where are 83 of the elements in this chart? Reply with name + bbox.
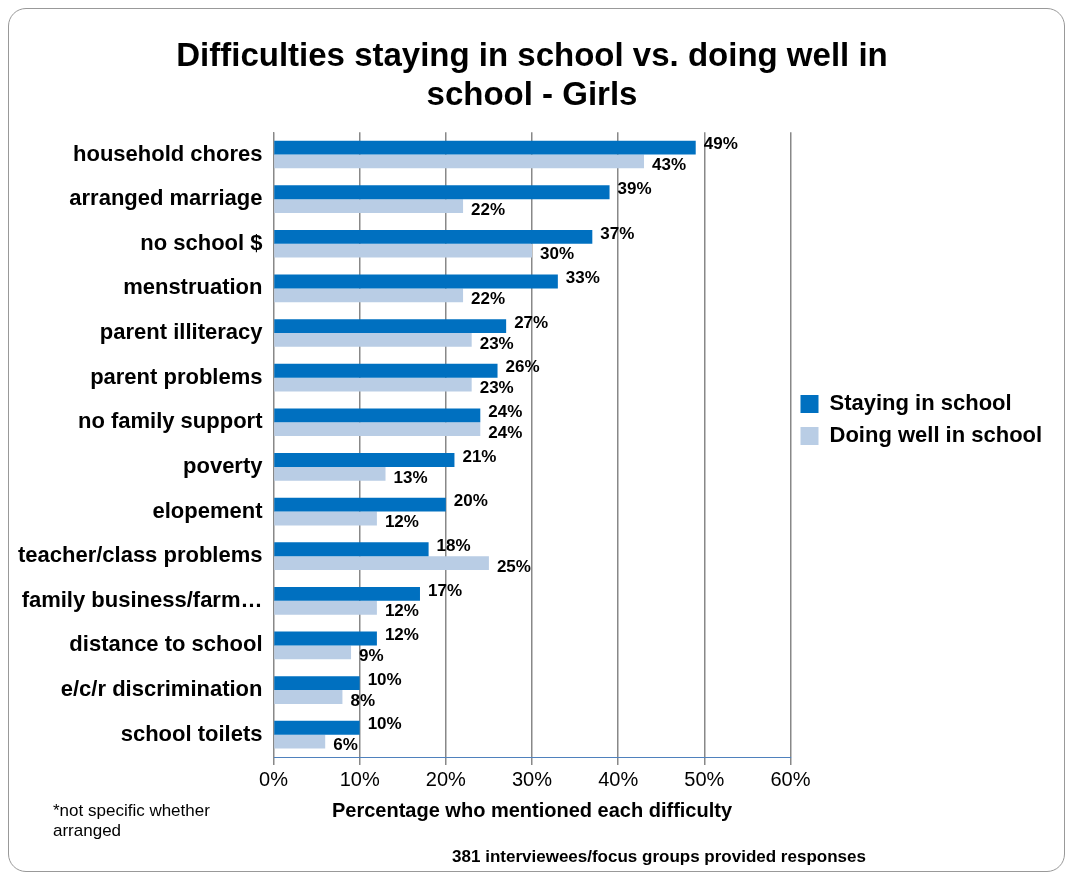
bar [274,497,446,512]
data-label: 23% [479,378,514,398]
legend-label: Doing well in school [829,422,1043,448]
data-label: 8% [350,690,376,710]
data-label: 12% [384,625,419,645]
bar [274,556,489,571]
data-label: 10% [367,714,402,734]
data-label: 17% [427,580,463,600]
bar [274,243,532,258]
y-tick-label: elopement [152,497,264,523]
bar [274,154,645,169]
data-label: 10% [367,669,402,689]
bar [274,319,507,334]
data-label: 9% [359,646,384,666]
y-tick-label: household chores [73,140,263,166]
bar [274,363,498,378]
data-label: 49% [703,134,738,154]
bar [274,274,558,289]
bar [274,511,377,526]
y-tick-label: arranged marriage [69,185,263,211]
y-tick-label: poverty [183,452,264,478]
bar [274,676,360,691]
chart-title: Difficulties staying in school vs. doing well in school - Girls [176,35,888,113]
x-axis-title: Percentage who mentioned each difficulty [331,798,733,821]
bar [274,377,472,392]
data-label: 12% [384,601,419,621]
data-label: 37% [600,223,635,243]
x-tick-label: 10% [339,767,380,790]
data-label: 20% [453,491,488,511]
bar [274,690,343,704]
y-tick-label: parent problems [90,363,263,389]
x-tick-label: 30% [511,767,553,790]
data-label: 39% [617,178,652,198]
data-label: 43% [652,155,687,175]
bar [274,586,420,601]
data-label: 18% [436,535,471,555]
y-tick-label: family business/farm… [21,586,263,612]
data-label: 22% [471,199,506,219]
x-tick-label: 40% [598,767,639,790]
y-tick-label: distance to school [69,631,263,657]
bar [274,645,352,660]
text: *not specific whether arranged [53,801,211,841]
y-tick-label: school toilets [120,720,263,746]
data-label: 26% [505,357,540,377]
bar [274,466,386,481]
data-label: 13% [393,467,428,487]
data-label: 33% [565,268,600,288]
bar [274,408,481,423]
y-tick-label: no family support [77,408,264,434]
data-label: 22% [471,289,506,308]
bar [274,542,429,557]
data-label: 12% [384,512,419,532]
bar [274,720,360,735]
data-label: 27% [514,312,549,332]
bar [274,453,455,467]
bar [274,422,481,437]
data-label: 24% [488,422,523,442]
text: 381 interviewees/focus groups provided responses [451,847,867,867]
x-tick-label: 60% [770,767,811,790]
bar [274,140,696,155]
bar [274,199,464,213]
data-label: 25% [496,556,531,576]
y-tick-label: menstruation [123,274,263,300]
bar [274,631,377,646]
bar [274,333,472,347]
bar [274,734,326,749]
data-label: 30% [540,244,575,264]
data-label: 6% [333,735,358,755]
bar [274,185,610,200]
data-label: 21% [462,446,497,466]
y-tick-label: e/c/r discrimination [60,676,263,702]
x-tick-label: 50% [684,767,725,790]
data-label: 23% [479,333,514,353]
y-tick-label: parent illiteracy [99,319,264,345]
legend-label: Staying in school [829,390,1012,416]
bar [274,600,377,615]
bar [274,288,464,303]
x-tick-label: 0% [259,767,289,790]
bar [274,229,593,244]
y-tick-label: teacher/class problems [17,542,263,568]
y-tick-label: no school $ [140,229,263,255]
data-label: 24% [488,402,523,422]
x-tick-label: 20% [425,767,467,790]
